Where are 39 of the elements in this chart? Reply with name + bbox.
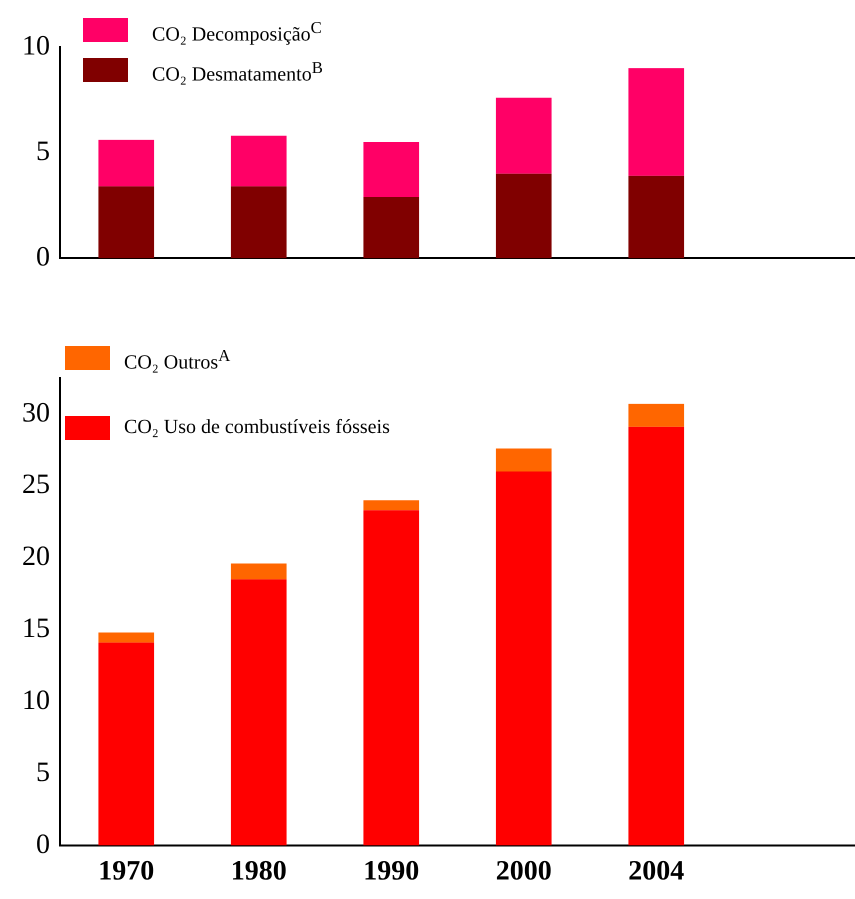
- bar: [628, 68, 684, 176]
- y-tick-label: 10: [22, 30, 50, 62]
- bar: [363, 142, 420, 197]
- bar: [230, 136, 287, 186]
- bar: [363, 510, 420, 846]
- bar: [628, 426, 684, 846]
- bar: [98, 632, 154, 643]
- bar: [98, 186, 154, 258]
- x-tick-label: 1970: [98, 855, 154, 886]
- legend-label: CO₂ Outros$^{A}$: [124, 346, 230, 375]
- bar: [230, 564, 287, 580]
- bar: [496, 448, 552, 472]
- x-tick-label: 1980: [230, 855, 287, 886]
- legend-label: CO₂ Uso de combustíveis fósseis: [124, 416, 390, 439]
- y-tick-label: 25: [22, 469, 50, 500]
- x-tick-label: 1990: [363, 855, 420, 886]
- y-tick-label: 0: [36, 828, 50, 860]
- y-tick-label: 10: [22, 684, 50, 716]
- bar: [496, 98, 552, 174]
- y-tick-label: 0: [36, 242, 50, 273]
- x-tick-label: 2000: [496, 855, 552, 886]
- bar: [628, 404, 684, 427]
- bar: [230, 579, 287, 846]
- legend-label: CO₂ Decomposição$^{C}$: [152, 18, 322, 47]
- x-tick-label: 2004: [628, 855, 684, 886]
- legend-label: CO₂ Desmatamento$^{B}$: [152, 58, 323, 87]
- bar: [363, 196, 420, 258]
- y-tick-label: 30: [22, 397, 50, 428]
- y-tick-label: 15: [22, 613, 50, 644]
- bar: [230, 186, 287, 258]
- bar: [98, 140, 154, 186]
- bar: [496, 471, 552, 846]
- y-tick-label: 5: [36, 756, 50, 788]
- bar: [496, 174, 552, 258]
- y-tick-label: 5: [36, 136, 50, 167]
- bar: [628, 176, 684, 258]
- bar: [363, 500, 420, 510]
- bar: [98, 642, 154, 846]
- y-tick-label: 20: [22, 541, 50, 572]
